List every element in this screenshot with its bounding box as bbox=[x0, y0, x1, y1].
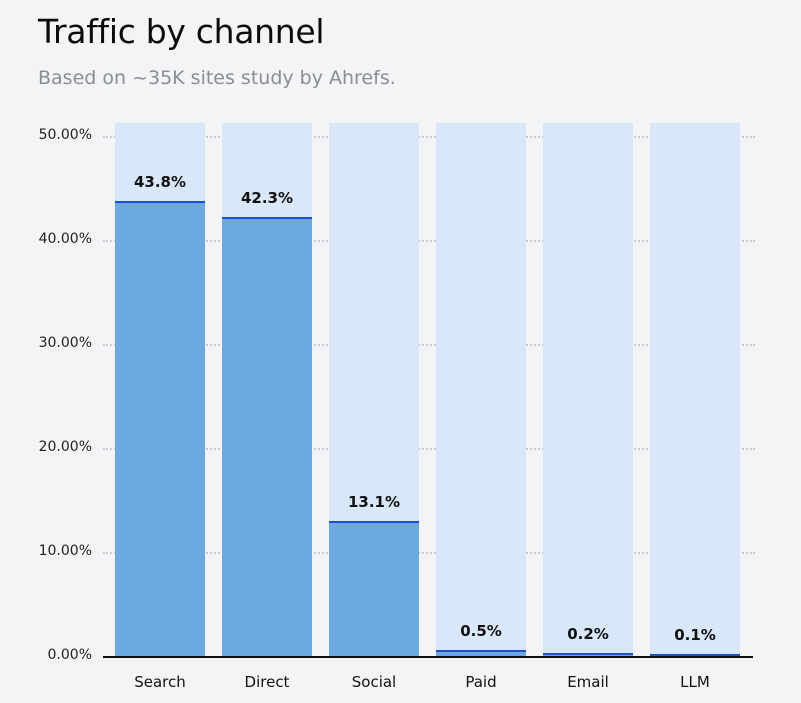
bar-social[interactable] bbox=[329, 520, 419, 657]
chart-subtitle: Based on ~35K sites study by Ahrefs. bbox=[38, 67, 396, 89]
chart-title: Traffic by channel bbox=[38, 12, 325, 51]
gridline bbox=[103, 448, 755, 450]
bar-track bbox=[650, 123, 740, 657]
bar-email[interactable] bbox=[543, 653, 633, 657]
bar-llm[interactable] bbox=[650, 654, 740, 657]
x-tick-label: LLM bbox=[680, 673, 710, 691]
bar-track bbox=[436, 123, 526, 657]
bar-track bbox=[543, 123, 633, 657]
bar-value-label: 0.2% bbox=[567, 625, 609, 643]
x-tick-label: Email bbox=[567, 673, 609, 691]
y-tick-label: 20.00% bbox=[38, 439, 92, 455]
bar-value-label: 43.8% bbox=[133, 173, 187, 192]
x-tick-label: Direct bbox=[244, 673, 290, 691]
x-axis-line bbox=[103, 656, 753, 658]
bar-paid[interactable] bbox=[436, 650, 526, 657]
gridline bbox=[103, 552, 755, 554]
bar-value-label: 42.3% bbox=[240, 189, 294, 208]
y-tick-label: 0.00% bbox=[47, 647, 92, 663]
bar-value-label: 0.5% bbox=[460, 622, 502, 640]
y-tick-label: 30.00% bbox=[38, 335, 92, 351]
y-tick-label: 10.00% bbox=[38, 543, 92, 559]
y-tick-label: 40.00% bbox=[38, 231, 92, 247]
x-tick-label: Social bbox=[351, 673, 397, 691]
bar-value-label: 0.1% bbox=[674, 626, 716, 644]
x-tick-label: Paid bbox=[465, 673, 497, 691]
gridline bbox=[103, 136, 755, 138]
gridline bbox=[103, 344, 755, 346]
x-tick-label: Search bbox=[134, 673, 186, 691]
bar-value-label: 13.1% bbox=[347, 492, 401, 511]
bar-search[interactable] bbox=[115, 201, 205, 657]
y-tick-label: 50.00% bbox=[38, 127, 92, 143]
gridline bbox=[103, 240, 755, 242]
bar-direct[interactable] bbox=[222, 217, 312, 657]
